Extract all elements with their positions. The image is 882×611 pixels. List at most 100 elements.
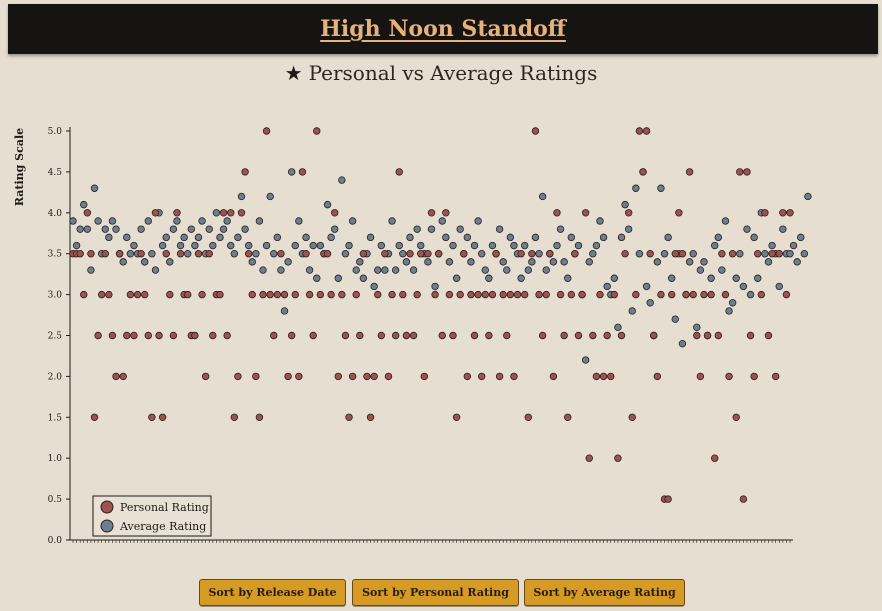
point-personal: [108, 331, 117, 340]
point-average: [277, 266, 285, 274]
point-personal: [481, 290, 489, 299]
point-personal: [148, 413, 156, 421]
point-personal: [334, 372, 342, 381]
point-average: [287, 168, 296, 176]
point-average: [194, 233, 203, 242]
point-average: [517, 274, 525, 282]
point-personal: [241, 168, 249, 176]
point-personal: [463, 372, 472, 381]
point-personal: [567, 290, 576, 299]
point-personal: [384, 372, 393, 381]
point-personal: [771, 372, 780, 381]
point-personal: [388, 290, 396, 299]
point-personal: [693, 331, 701, 340]
point-average: [259, 266, 267, 274]
point-personal: [607, 372, 615, 381]
point-average: [341, 249, 350, 258]
point-average: [391, 266, 400, 274]
point-personal: [345, 413, 353, 421]
point-personal: [782, 290, 791, 299]
point-personal: [779, 209, 787, 217]
point-average: [621, 200, 629, 209]
point-average: [406, 233, 414, 242]
sort-release-date-button[interactable]: Sort by Release Date: [199, 579, 346, 606]
point-personal: [642, 127, 651, 135]
point-average: [481, 266, 489, 274]
point-average: [80, 200, 88, 209]
point-personal: [205, 249, 213, 258]
point-personal: [714, 331, 722, 340]
chart-axes: [69, 127, 793, 541]
point-average: [234, 233, 242, 242]
point-average: [270, 249, 278, 258]
point-average: [574, 241, 583, 250]
point-personal: [402, 331, 411, 340]
point-personal: [234, 372, 242, 381]
point-average: [732, 274, 740, 282]
point-personal: [119, 372, 127, 381]
point-average: [725, 307, 733, 315]
point-personal: [363, 372, 371, 381]
point-average: [696, 266, 705, 274]
point-personal: [420, 372, 429, 381]
point-average: [510, 241, 518, 250]
point-personal: [653, 372, 662, 381]
y-tick-label: 0.5: [48, 495, 63, 505]
point-average: [793, 258, 801, 266]
point-average: [528, 258, 536, 266]
star-icon: ★: [284, 61, 303, 85]
point-personal: [556, 290, 565, 299]
point-personal: [144, 331, 152, 340]
point-average: [728, 299, 737, 307]
legend-swatch-average: [100, 519, 114, 533]
point-average: [377, 241, 386, 250]
point-average: [255, 217, 264, 225]
point-average: [736, 249, 744, 258]
point-average: [503, 266, 511, 274]
point-personal: [682, 290, 690, 299]
point-personal: [431, 290, 439, 299]
point-personal: [291, 290, 299, 299]
point-personal: [83, 209, 92, 217]
point-average: [438, 217, 446, 225]
point-personal: [316, 290, 325, 299]
point-personal: [338, 290, 346, 299]
point-average: [556, 225, 565, 233]
point-personal: [467, 290, 475, 299]
point-personal: [391, 331, 400, 340]
point-personal: [503, 331, 511, 340]
point-personal: [155, 331, 163, 340]
point-personal: [495, 372, 504, 381]
chart-legend: Personal Rating Average Rating: [92, 495, 212, 537]
point-average: [237, 192, 246, 201]
point-personal: [599, 372, 608, 381]
point-average: [714, 233, 722, 242]
point-average: [309, 241, 317, 250]
point-average: [198, 217, 206, 225]
point-average: [417, 241, 425, 250]
sort-personal-rating-button[interactable]: Sort by Personal Rating: [352, 579, 519, 606]
point-average: [786, 249, 794, 258]
point-personal: [323, 249, 332, 258]
point-average: [352, 266, 360, 274]
point-personal: [589, 331, 597, 340]
point-average: [205, 225, 213, 233]
point-personal: [169, 331, 178, 340]
y-tick-label: 4.0: [48, 209, 63, 219]
point-average: [664, 233, 672, 242]
point-average: [223, 217, 231, 225]
point-personal: [474, 290, 482, 299]
point-personal: [725, 372, 733, 381]
point-personal: [331, 209, 339, 217]
point-personal: [105, 290, 113, 299]
point-average: [402, 258, 411, 266]
point-personal: [506, 290, 515, 299]
point-average: [244, 241, 253, 250]
y-axis-label: Rating Scale: [13, 128, 26, 206]
point-personal: [499, 290, 507, 299]
point-personal: [510, 372, 518, 381]
point-personal: [513, 290, 522, 299]
point-average: [370, 282, 378, 291]
sort-average-rating-button[interactable]: Sort by Average Rating: [524, 579, 685, 606]
